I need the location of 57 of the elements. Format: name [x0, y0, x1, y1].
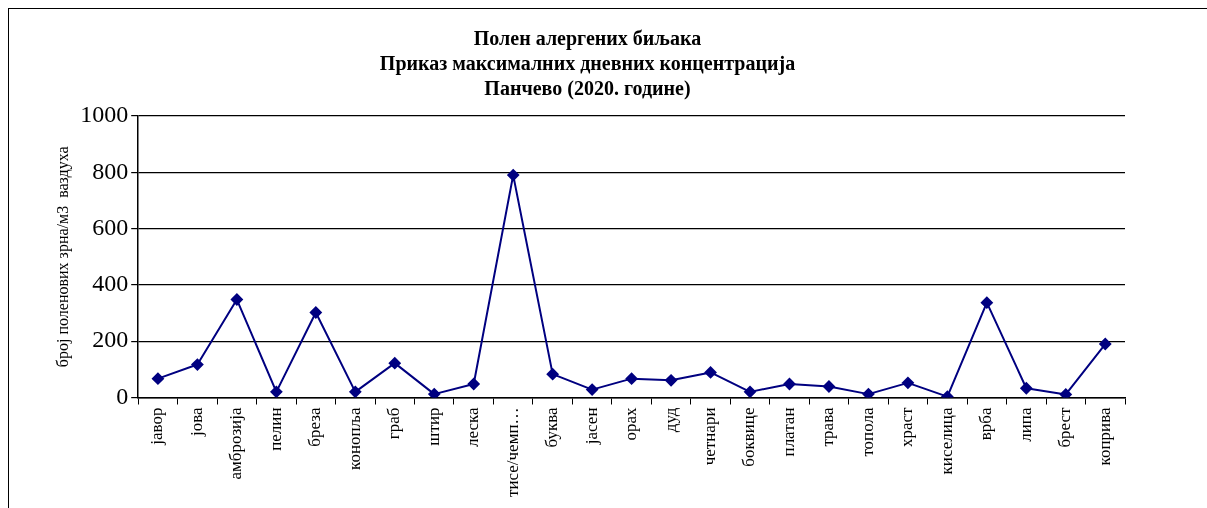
- y-tick-label: 600: [92, 213, 129, 240]
- x-tick-label: тисе/чемп…: [502, 407, 522, 497]
- x-tick-label: буква: [542, 407, 562, 448]
- point: [822, 380, 835, 393]
- point: [783, 377, 796, 390]
- x-tick-label: платан: [778, 407, 798, 457]
- point: [151, 372, 164, 385]
- point: [230, 293, 243, 306]
- point: [704, 366, 717, 379]
- chart-title: Полен алергених биљака Приказ максималних дневних концентрација Панчево (2020. године): [379, 26, 796, 100]
- point: [270, 385, 283, 398]
- x-tick-label: јасен: [581, 407, 601, 446]
- x-tick-label: јова: [186, 407, 206, 438]
- point: [191, 358, 204, 371]
- y-tick-label: 0: [116, 382, 129, 409]
- point: [349, 385, 362, 398]
- x-tick-label: штир: [423, 407, 443, 446]
- x-tick-label: амброзија: [226, 407, 246, 480]
- x-tick-label: граб: [384, 407, 404, 440]
- y-tick-label: 200: [92, 326, 129, 353]
- x-tick-label: четнари: [700, 407, 720, 466]
- x-tick-label: орах: [621, 407, 641, 441]
- x-tick-label: бреза: [305, 407, 325, 447]
- point: [507, 169, 520, 182]
- x-tick-label: топола: [857, 407, 877, 457]
- x-tick-label: боквице: [739, 407, 759, 467]
- y-axis-title: број поленових зрна/м3 ваздуха: [53, 146, 72, 368]
- x-tick-label: коприва: [1094, 407, 1114, 466]
- point: [744, 385, 757, 398]
- y-tick-label: 800: [92, 157, 129, 184]
- point: [467, 377, 480, 390]
- x-tick-label: врба: [976, 407, 996, 441]
- x-tick-label: киселица: [936, 407, 956, 475]
- y-tick-label: 1000: [80, 101, 129, 128]
- point: [309, 306, 322, 319]
- x-tick-label: дуд: [660, 407, 680, 433]
- point: [665, 374, 678, 387]
- point: [1099, 338, 1112, 351]
- x-tick-label: пелин: [265, 407, 285, 451]
- x-tick-label: трава: [818, 407, 838, 447]
- point: [901, 376, 914, 389]
- point: [862, 388, 875, 398]
- point: [546, 368, 559, 381]
- x-tick-label: липа: [1015, 407, 1035, 442]
- x-tick-label: конопља: [344, 407, 364, 470]
- x-tick-label: храст: [897, 406, 917, 448]
- point: [980, 296, 993, 309]
- point: [1059, 388, 1072, 398]
- x-tick-label: јавор: [147, 407, 167, 446]
- point: [428, 388, 441, 398]
- x-tick-label: леска: [463, 407, 483, 448]
- point: [625, 372, 638, 385]
- point: [586, 383, 599, 396]
- y-tick-label: 400: [92, 270, 129, 297]
- x-tick-label: брест: [1055, 406, 1075, 448]
- point: [1020, 382, 1033, 395]
- point: [388, 357, 401, 370]
